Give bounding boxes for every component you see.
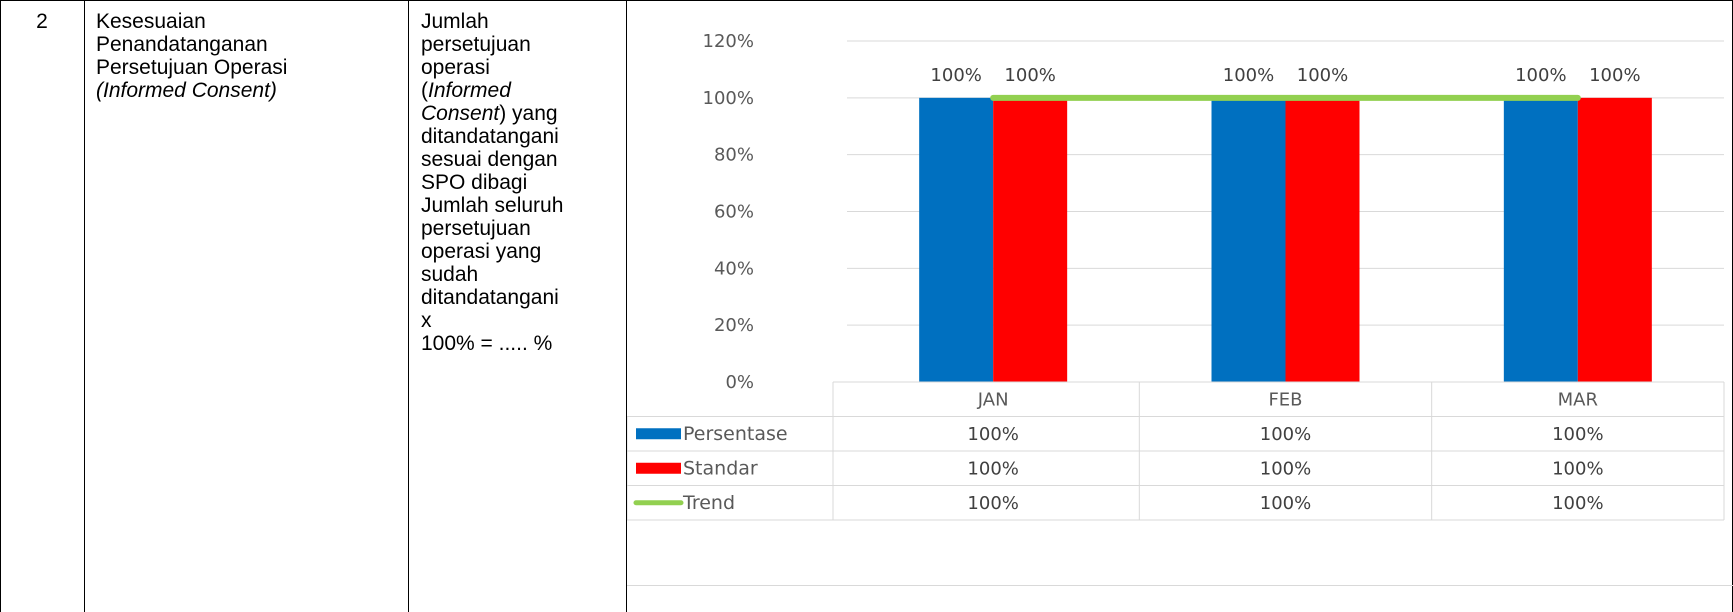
bar-standar [1577,97,1652,382]
table-value: 100% [967,493,1018,514]
chart-border [627,585,1733,586]
data-label: 100% [1223,65,1274,86]
indicator-title-line: Penandatanganan [96,33,268,56]
indicator-title: Kesesuaian Penandatanganan Persetujuan O… [96,10,396,102]
row-number: 2 [36,10,48,33]
legend-label: Persentase [683,423,788,445]
table-value: 100% [1260,458,1311,479]
formula-line: operasi [421,56,490,79]
x-category-label: FEB [1268,389,1302,410]
legend-label: Trend [682,492,735,514]
table-value: 100% [1552,424,1603,445]
table-left-border [0,0,1,612]
data-label: 100% [1589,65,1640,86]
bar-standar [1285,97,1360,382]
table-value: 100% [967,424,1018,445]
formula-line: Jumlah seluruh [421,194,564,217]
formula-italic-term: Consent [421,102,500,125]
x-category-label: MAR [1558,389,1598,410]
y-tick-label: 80% [714,145,754,166]
column-divider [626,0,627,612]
formula-italic-term: Informed [428,79,511,102]
bar-chart: 0% 20% 40% 60% 80% 100% 120% 100% 100% 100% 100% 10… [627,31,1725,521]
bar-persentase [1503,97,1578,382]
formula-line: Jumlah [421,10,489,33]
formula-line: operasi yang [421,240,542,263]
bar-persentase [1211,97,1286,382]
table-value: 100% [967,458,1018,479]
y-tick-label: 60% [714,202,754,223]
table-top-border [0,0,1733,1]
formula-line: sesuai dengan [421,148,558,171]
legend-key-persentase [636,428,681,440]
column-divider [84,0,85,612]
indicator-title-italic: (Informed Consent) [96,79,277,102]
formula-line: ditandatangani [421,125,559,148]
legend-key-standar [636,462,681,474]
indicator-title-line: Kesesuaian [96,10,206,33]
formula-line: x [421,309,432,332]
table-value: 100% [1260,424,1311,445]
table-value: 100% [1260,493,1311,514]
indicator-formula: Jumlah persetujuan operasi (Informed Consent… [421,10,626,355]
data-label: 100% [1515,65,1566,86]
bar-persentase [919,97,994,382]
y-tick-label: 0% [725,372,754,393]
table-value: 100% [1552,458,1603,479]
formula-line: Consent) yang [421,102,558,125]
formula-line: 100% = ..... % [421,332,553,355]
formula-line: (Informed [421,79,511,102]
bar-standar [993,97,1068,382]
y-tick-label: 40% [714,258,754,279]
data-label: 100% [930,65,981,86]
data-label: 100% [1004,65,1055,86]
legend-label: Standar [683,457,758,479]
y-tick-label: 100% [703,88,754,109]
x-category-label: JAN [977,389,1009,410]
y-tick-label: 120% [703,31,754,52]
data-label: 100% [1297,65,1348,86]
formula-line: persetujuan [421,33,531,56]
column-divider [408,0,409,612]
formula-line: ditandatangani [421,286,559,309]
table-value: 100% [1552,493,1603,514]
formula-line: persetujuan [421,217,531,240]
formula-line: SPO dibagi [421,171,528,194]
indicator-title-line: Persetujuan Operasi [96,56,288,79]
formula-line: sudah [421,263,479,286]
y-tick-label: 20% [714,315,754,336]
